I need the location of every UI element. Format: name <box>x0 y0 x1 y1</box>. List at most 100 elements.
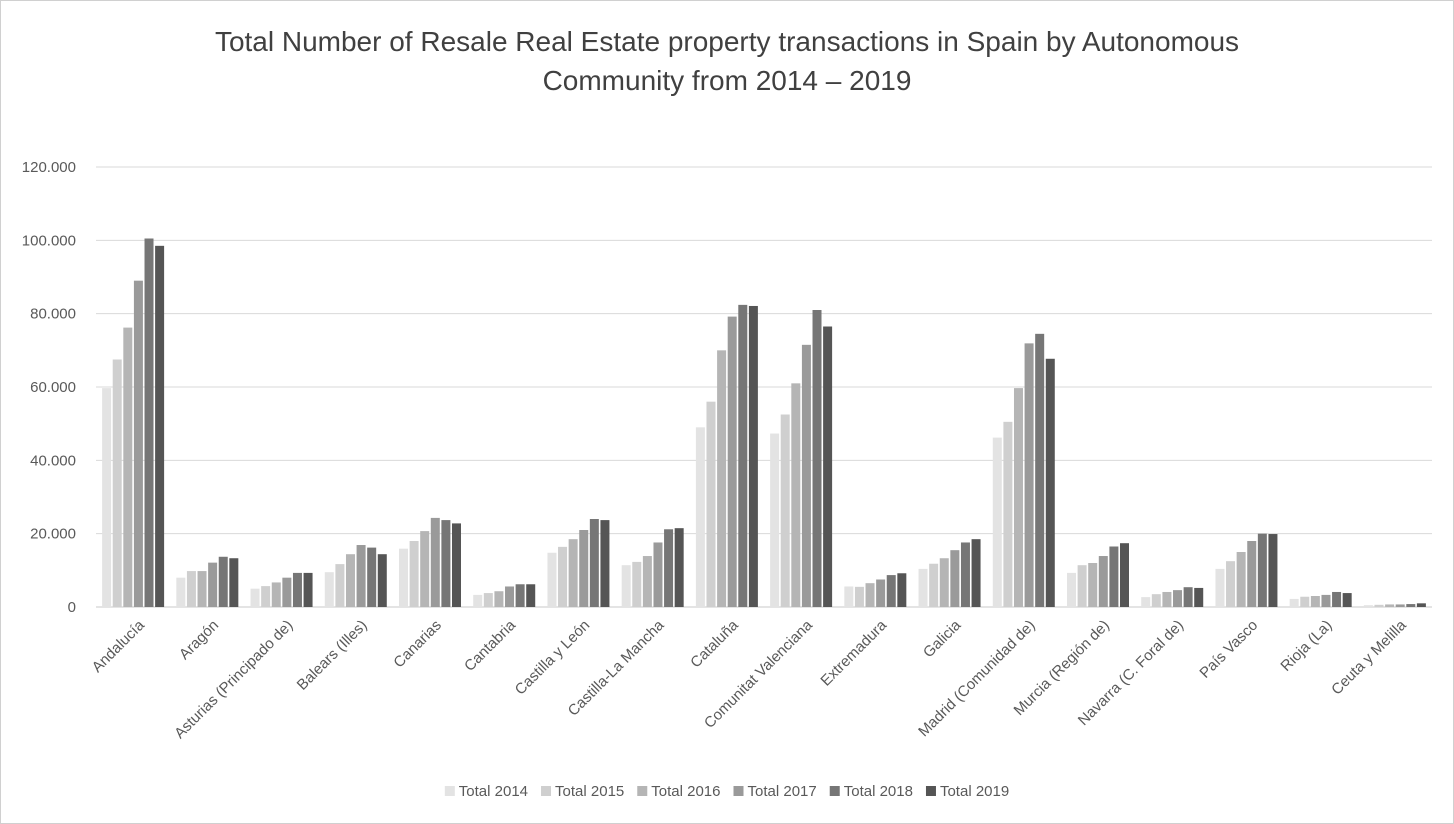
x-category-label: Asturias (Principado de) <box>171 617 296 742</box>
y-tick-label: 120.000 <box>22 159 76 176</box>
bar <box>144 238 154 607</box>
bar <box>1268 534 1278 607</box>
bar <box>526 584 536 607</box>
bar <box>674 528 684 607</box>
bar <box>653 542 663 607</box>
bar <box>1088 563 1098 607</box>
bar <box>250 588 260 607</box>
bar <box>695 427 705 607</box>
bar <box>1183 587 1193 607</box>
bar <box>1035 333 1045 607</box>
x-category-label: Galicia <box>920 616 965 661</box>
bar <box>377 554 387 607</box>
bar <box>229 558 239 607</box>
bar <box>1310 596 1320 607</box>
bars <box>102 238 1426 607</box>
bar <box>1395 604 1405 607</box>
bar <box>1289 598 1299 607</box>
bar <box>1141 597 1151 607</box>
bar <box>876 579 886 607</box>
chart-title-line-2: Community from 2014 – 2019 <box>542 65 912 96</box>
bar <box>123 327 133 607</box>
bar <box>112 359 122 607</box>
x-category-label: Andalucía <box>89 616 149 676</box>
legend-label: Total 2018 <box>844 783 913 800</box>
bar <box>218 556 228 607</box>
bar <box>823 326 833 607</box>
bar <box>356 545 366 607</box>
bar <box>632 561 642 607</box>
x-category-label: Ceuta y Melilla <box>1328 616 1410 698</box>
bar <box>1416 603 1426 607</box>
chart-title-line-1: Total Number of Resale Real Estate prope… <box>214 26 1240 57</box>
bar <box>409 541 419 607</box>
y-tick-label: 60.000 <box>30 379 76 396</box>
bar <box>1236 552 1246 607</box>
bar <box>1321 594 1331 607</box>
bar <box>1109 546 1119 607</box>
bar <box>515 584 525 607</box>
bar <box>939 558 949 607</box>
bar <box>950 550 960 607</box>
x-category-label: País Vasco <box>1196 617 1261 682</box>
x-category-label: Extremadura <box>817 616 890 689</box>
y-tick-label: 0 <box>68 599 76 616</box>
legend-label: Total 2017 <box>748 783 817 800</box>
gridlines <box>96 166 1432 608</box>
legend-swatch <box>444 786 455 796</box>
bar <box>367 547 377 607</box>
bar <box>1247 541 1257 607</box>
bar <box>1173 590 1183 607</box>
legend-label: Total 2014 <box>459 783 528 800</box>
y-tick-label: 20.000 <box>30 526 76 543</box>
x-category-label: Cantabria <box>461 616 519 674</box>
bar <box>1332 591 1342 607</box>
legend-swatch <box>829 786 840 796</box>
bar <box>345 554 355 607</box>
legend-swatch <box>733 786 744 796</box>
bar <box>865 583 875 607</box>
bar <box>886 575 896 607</box>
bar <box>727 316 737 607</box>
bar <box>1067 572 1076 607</box>
bar <box>579 530 589 607</box>
bar <box>1194 587 1204 607</box>
bar <box>1300 596 1310 607</box>
bar <box>1045 358 1055 607</box>
bar <box>1226 561 1236 607</box>
bar <box>801 344 811 607</box>
bar <box>292 572 302 607</box>
bar <box>420 531 430 607</box>
bar <box>854 586 864 607</box>
x-category-label: Castilla y León <box>512 617 594 699</box>
bar <box>271 582 281 607</box>
legend-swatch <box>925 786 936 796</box>
bar <box>558 546 568 607</box>
bar <box>812 310 822 607</box>
bar <box>1363 605 1373 607</box>
bar <box>430 517 440 607</box>
bar <box>642 556 652 607</box>
bar <box>186 571 196 607</box>
bar <box>282 577 292 607</box>
bar <box>897 573 907 607</box>
bar <box>992 437 1002 607</box>
bar <box>505 586 515 607</box>
bar <box>547 552 557 607</box>
legend-label: Total 2016 <box>651 783 720 800</box>
y-tick-label: 40.000 <box>30 452 76 469</box>
bar <box>780 414 790 607</box>
bar <box>844 586 854 607</box>
bar <box>1374 604 1384 607</box>
x-category-label: Canarias <box>390 617 444 671</box>
bar <box>1120 543 1129 607</box>
bar <box>1215 568 1225 607</box>
bar <box>1151 594 1161 607</box>
bar <box>664 529 674 607</box>
bar <box>303 572 313 607</box>
bar <box>770 433 780 607</box>
legend-swatch <box>637 786 648 796</box>
